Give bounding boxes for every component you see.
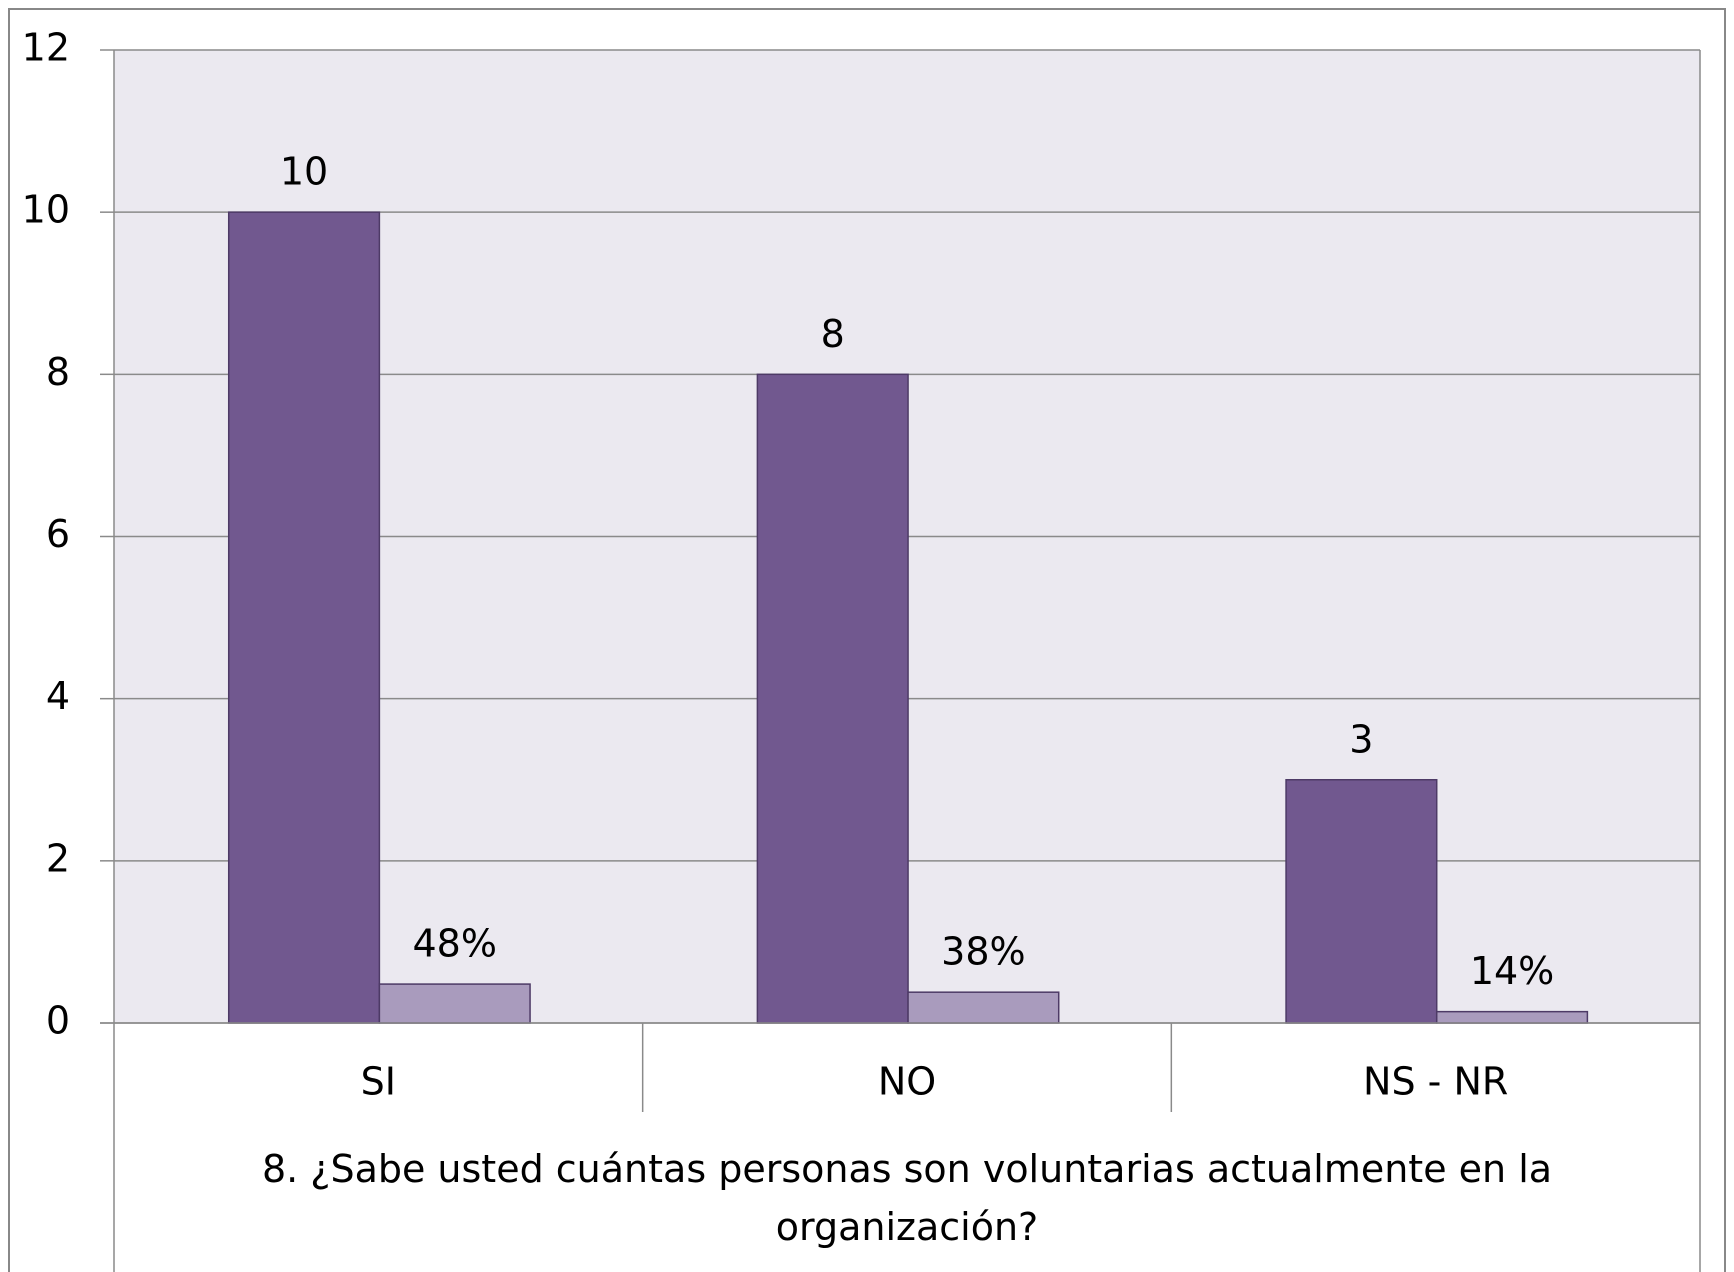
y-tick-label: 2 xyxy=(46,836,70,880)
x-tick-label: SI xyxy=(361,1060,396,1104)
y-tick-label: 8 xyxy=(46,350,70,394)
bar xyxy=(227,211,381,1024)
x-tick-label: NO xyxy=(878,1060,936,1104)
bar xyxy=(1435,1010,1589,1024)
y-tick-label: 10 xyxy=(22,188,70,232)
x-tick-label: NS - NR xyxy=(1363,1060,1508,1104)
y-tick-label: 0 xyxy=(46,999,70,1043)
bar xyxy=(1285,779,1438,1024)
data-label: 10 xyxy=(280,150,328,194)
y-tick-label: 4 xyxy=(46,674,70,718)
bar xyxy=(756,373,909,1024)
bar xyxy=(378,983,531,1024)
y-tick-label: 12 xyxy=(22,26,70,70)
y-tick-label: 6 xyxy=(46,512,70,556)
x-axis-title: 8. ¿Sabe usted cuántas personas son volu… xyxy=(261,1147,1553,1249)
data-label: 14% xyxy=(1470,949,1554,993)
data-label: 48% xyxy=(412,922,496,966)
data-label: 8 xyxy=(821,312,845,356)
data-label: 38% xyxy=(941,930,1025,974)
data-label: 3 xyxy=(1349,717,1373,761)
bar xyxy=(907,991,1060,1024)
